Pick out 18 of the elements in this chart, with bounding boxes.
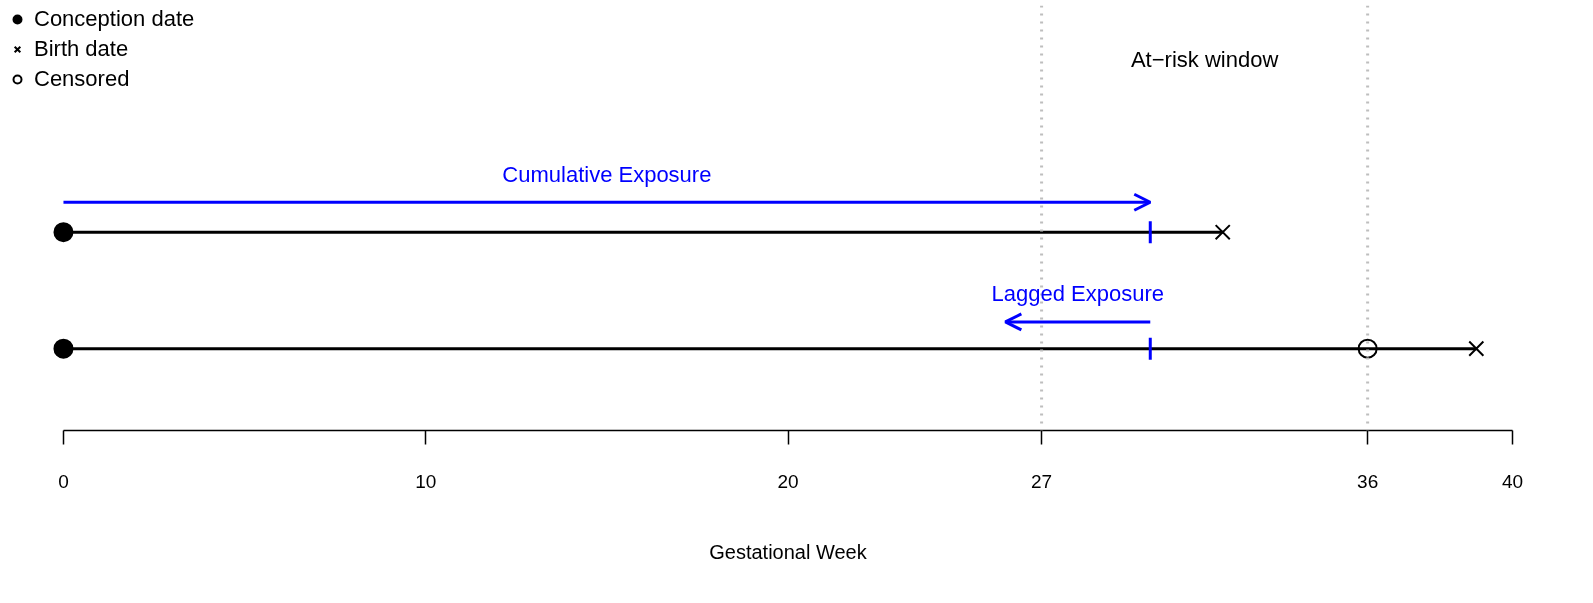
x-axis-title: Gestational Week (709, 540, 868, 563)
series-label: Cumulative Exposure (502, 161, 712, 187)
text: At−risk window (1130, 46, 1279, 72)
point (1357, 338, 1378, 359)
series-label: Lagged Exposure (991, 281, 1165, 307)
legend-label: Conception date (34, 5, 195, 33)
legend-label: Birth date (34, 35, 129, 63)
point (53, 338, 74, 359)
x-tick-label: 20 (777, 470, 799, 492)
x-tick-label: 0 (58, 470, 69, 492)
legend-label: Censored (34, 65, 130, 93)
x-tick-label: 40 (1501, 470, 1524, 492)
x-tick-label: 36 (1357, 470, 1379, 492)
point (53, 222, 74, 243)
x-tick-label: 10 (415, 470, 437, 492)
x-tick-label: 27 (1031, 470, 1053, 492)
point (1468, 340, 1485, 357)
point (1214, 224, 1231, 241)
